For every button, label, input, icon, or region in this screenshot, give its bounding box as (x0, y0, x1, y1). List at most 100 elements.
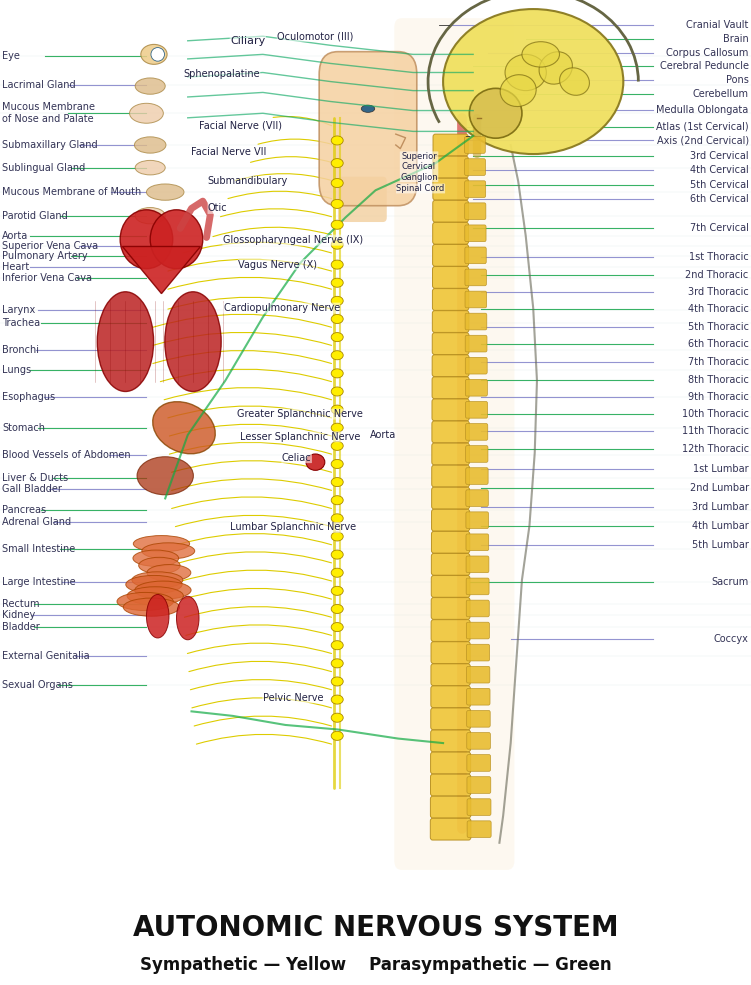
Text: Celiac: Celiac (282, 453, 312, 463)
Ellipse shape (443, 9, 623, 154)
FancyBboxPatch shape (465, 247, 486, 264)
FancyBboxPatch shape (394, 18, 514, 870)
Ellipse shape (331, 495, 343, 504)
FancyBboxPatch shape (432, 355, 469, 376)
Ellipse shape (176, 596, 199, 640)
FancyBboxPatch shape (430, 774, 471, 796)
Text: Corpus Callosum: Corpus Callosum (666, 47, 749, 57)
FancyBboxPatch shape (433, 134, 468, 156)
FancyBboxPatch shape (432, 443, 469, 465)
Ellipse shape (500, 75, 536, 106)
Text: Otic: Otic (208, 204, 228, 214)
FancyBboxPatch shape (433, 310, 469, 332)
Ellipse shape (137, 457, 194, 494)
FancyBboxPatch shape (432, 377, 469, 399)
Ellipse shape (331, 550, 343, 559)
Ellipse shape (134, 536, 189, 552)
Text: Medulla Oblongata: Medulla Oblongata (656, 104, 749, 114)
Text: Coccyx: Coccyx (714, 634, 749, 644)
FancyBboxPatch shape (431, 620, 470, 641)
Text: Small Intestine: Small Intestine (2, 544, 76, 555)
Ellipse shape (331, 695, 343, 704)
FancyBboxPatch shape (465, 159, 485, 175)
Text: Sacrum: Sacrum (711, 577, 749, 587)
Ellipse shape (331, 640, 343, 650)
Ellipse shape (331, 731, 343, 741)
Ellipse shape (331, 459, 343, 469)
Text: Spinal Cord: Spinal Cord (397, 184, 445, 193)
Text: Lacrimal Gland: Lacrimal Gland (2, 80, 76, 91)
FancyBboxPatch shape (433, 223, 469, 244)
Ellipse shape (146, 184, 184, 200)
Ellipse shape (331, 514, 343, 523)
Text: Sphenopalatine: Sphenopalatine (183, 69, 260, 80)
Ellipse shape (331, 351, 343, 360)
Text: Sexual Organs: Sexual Organs (2, 680, 73, 690)
Text: Greater Splanchnic Nerve: Greater Splanchnic Nerve (237, 409, 363, 420)
FancyBboxPatch shape (432, 465, 469, 487)
FancyBboxPatch shape (466, 556, 489, 572)
FancyBboxPatch shape (466, 689, 490, 705)
Text: Pulmonary Artery: Pulmonary Artery (2, 250, 88, 261)
FancyBboxPatch shape (433, 333, 469, 355)
Text: Parotid Gland: Parotid Gland (2, 211, 68, 221)
Ellipse shape (331, 368, 343, 378)
FancyBboxPatch shape (467, 733, 490, 750)
Text: Mucous Membrane of Mouth: Mucous Membrane of Mouth (2, 187, 141, 197)
Text: Lumbar Splanchnic Nerve: Lumbar Splanchnic Nerve (230, 522, 356, 533)
Text: Aorta: Aorta (2, 230, 29, 240)
Ellipse shape (140, 44, 167, 64)
FancyBboxPatch shape (467, 755, 490, 771)
FancyBboxPatch shape (465, 269, 487, 286)
Ellipse shape (165, 292, 222, 391)
Ellipse shape (469, 89, 522, 138)
FancyBboxPatch shape (465, 335, 487, 352)
Ellipse shape (331, 260, 343, 269)
FancyBboxPatch shape (433, 200, 469, 222)
Text: Bladder: Bladder (2, 623, 40, 632)
Text: Atlas (1st Cervical): Atlas (1st Cervical) (656, 122, 749, 132)
Text: Liver & Ducts: Liver & Ducts (2, 473, 68, 483)
FancyBboxPatch shape (431, 708, 470, 730)
Text: Lungs: Lungs (2, 364, 32, 374)
Ellipse shape (331, 178, 343, 187)
Ellipse shape (331, 623, 343, 631)
Text: Bronchi: Bronchi (2, 345, 39, 355)
FancyBboxPatch shape (466, 379, 487, 396)
FancyBboxPatch shape (430, 796, 471, 818)
Text: Cerebral Peduncle: Cerebral Peduncle (659, 61, 749, 71)
Text: Axis (2nd Cervical): Axis (2nd Cervical) (656, 136, 749, 146)
Text: Trachea: Trachea (2, 317, 41, 328)
Ellipse shape (331, 199, 343, 209)
FancyBboxPatch shape (467, 821, 491, 837)
FancyBboxPatch shape (466, 623, 490, 639)
Ellipse shape (331, 424, 343, 432)
Text: Heart: Heart (2, 262, 29, 272)
Ellipse shape (539, 52, 572, 84)
Text: Eye: Eye (2, 51, 20, 61)
Text: 2nd Thoracic: 2nd Thoracic (686, 270, 749, 280)
Text: Aorta: Aorta (370, 430, 396, 440)
Text: Submandibulary: Submandibulary (208, 176, 288, 186)
Text: Inferior Vena Cava: Inferior Vena Cava (2, 273, 92, 284)
Ellipse shape (331, 586, 343, 595)
Text: 1st Thoracic: 1st Thoracic (689, 252, 749, 262)
Ellipse shape (152, 402, 216, 454)
FancyBboxPatch shape (465, 313, 487, 330)
Ellipse shape (331, 605, 343, 614)
Text: Sublingual Gland: Sublingual Gland (2, 163, 86, 172)
Text: 5th Cervical: 5th Cervical (690, 180, 749, 190)
Ellipse shape (135, 78, 165, 95)
FancyBboxPatch shape (433, 289, 469, 310)
FancyBboxPatch shape (464, 137, 485, 154)
Text: 10th Thoracic: 10th Thoracic (682, 409, 749, 420)
FancyBboxPatch shape (466, 644, 490, 661)
Text: Pancreas: Pancreas (2, 505, 47, 515)
FancyBboxPatch shape (466, 358, 487, 374)
FancyBboxPatch shape (433, 244, 469, 266)
Text: 4th Lumbar: 4th Lumbar (692, 521, 749, 531)
FancyBboxPatch shape (465, 203, 486, 220)
Ellipse shape (151, 47, 164, 61)
Text: Gall Bladder: Gall Bladder (2, 485, 62, 494)
FancyBboxPatch shape (430, 819, 471, 840)
